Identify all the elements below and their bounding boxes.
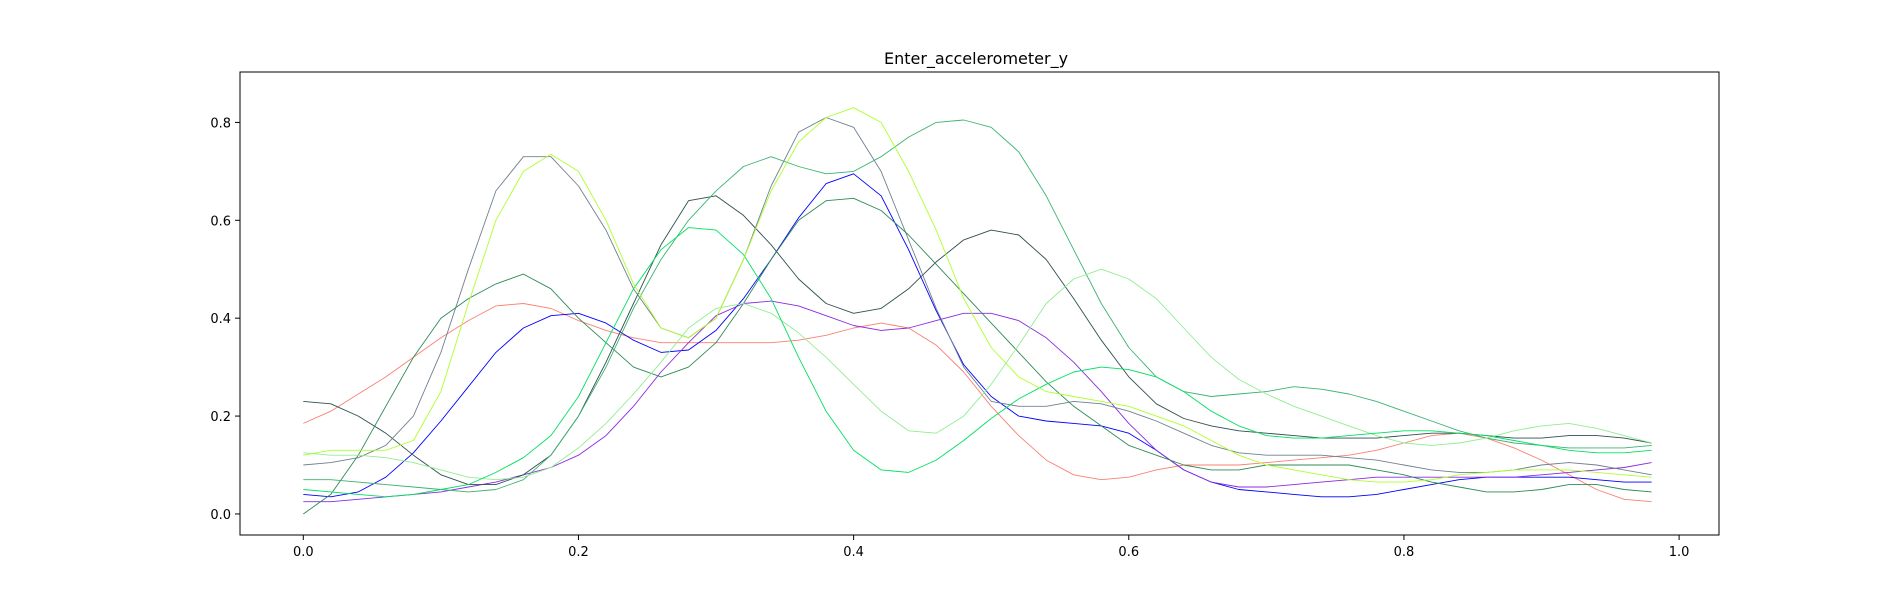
x-tick-label: 0.2 (568, 545, 589, 560)
series-line-2 (303, 173, 1652, 498)
x-tick-label: 0.4 (843, 545, 864, 560)
y-tick-label: 0.6 (210, 214, 231, 229)
series-line-4 (303, 195, 1652, 486)
chart-title: Enter_accelerometer_y (884, 49, 1068, 69)
series-line-6 (303, 197, 1652, 515)
series-layer (303, 107, 1652, 515)
y-tick-label: 0.8 (210, 116, 231, 131)
x-tick-label: 0.8 (1394, 545, 1415, 560)
series-line-8 (303, 268, 1652, 481)
series-line-7 (303, 119, 1652, 493)
y-axis: 0.0 0.2 0.4 0.6 0.8 (210, 116, 240, 523)
y-tick-label: 0.4 (210, 312, 231, 327)
series-line-5 (303, 117, 1652, 476)
series-line-1 (303, 303, 1652, 503)
y-tick-label: 0.2 (210, 410, 231, 425)
x-axis: 0.0 0.2 0.4 0.6 0.8 1.0 (293, 535, 1690, 560)
x-tick-label: 1.0 (1669, 545, 1690, 560)
series-line-3 (303, 300, 1652, 503)
x-tick-label: 0.6 (1118, 545, 1139, 560)
series-line-10 (303, 107, 1652, 483)
y-tick-label: 0.0 (210, 508, 231, 523)
plot-area-frame (239, 71, 1720, 536)
x-tick-label: 0.0 (293, 545, 314, 560)
series-line-9 (303, 227, 1652, 498)
